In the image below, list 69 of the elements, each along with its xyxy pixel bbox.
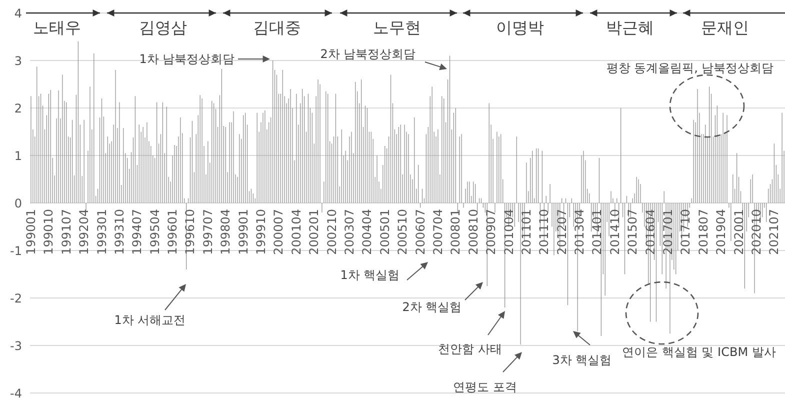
annotation: 2차 남북정상회담 bbox=[320, 47, 416, 61]
x-tick-label: 199804 bbox=[218, 209, 233, 255]
y-tick-label: 4 bbox=[14, 6, 22, 20]
x-tick-label: 201207 bbox=[554, 209, 569, 255]
x-tick-label: 200501 bbox=[378, 209, 392, 255]
y-tick-label: -1 bbox=[10, 244, 22, 258]
x-tick-label: 200704 bbox=[430, 209, 445, 255]
annotation: 3차 핵실험 bbox=[552, 353, 612, 367]
y-tick-label: -4 bbox=[10, 386, 22, 400]
x-tick-label: 201004 bbox=[502, 209, 516, 255]
x-tick-label: 201101 bbox=[519, 209, 534, 255]
annotation: 김영삼 bbox=[139, 18, 187, 37]
annotation: 김대중 bbox=[253, 18, 301, 37]
annotation: 이명박 bbox=[496, 18, 544, 37]
x-tick-label: 199610 bbox=[183, 209, 198, 255]
x-tick-label: 200404 bbox=[360, 209, 374, 255]
x-tick-label: 200307 bbox=[342, 209, 356, 255]
x-tick-label: 200007 bbox=[272, 209, 286, 255]
annotation: 평창 동계올림픽, 남북정상회담 bbox=[606, 61, 774, 75]
y-tick-label: 2 bbox=[14, 101, 22, 116]
x-tick-label: 199504 bbox=[148, 209, 162, 255]
x-tick-label: 201701 bbox=[661, 209, 676, 255]
annotation: 연이은 핵실험 및 ICBM 발사 bbox=[622, 345, 776, 359]
x-tick-label: 202107 bbox=[767, 209, 782, 255]
x-tick-label: 199310 bbox=[112, 209, 126, 255]
annotation: 노무현 bbox=[373, 18, 421, 37]
x-tick-label: 201401 bbox=[590, 209, 604, 255]
annotation: 1차 남북정상회담 bbox=[139, 52, 235, 66]
x-tick-label: 199601 bbox=[166, 209, 180, 255]
y-tick-label: 3 bbox=[14, 54, 22, 68]
x-tick-label: 199204 bbox=[77, 209, 92, 255]
x-tick-label: 202001 bbox=[732, 209, 746, 255]
x-tick-label: 201110 bbox=[537, 209, 552, 255]
annotation: 문재인 bbox=[701, 18, 749, 37]
x-tick-label: 201604 bbox=[643, 209, 658, 255]
x-tick-label: 201507 bbox=[626, 209, 640, 255]
x-tick-label: 200210 bbox=[324, 209, 339, 255]
annotation: 연평도 포격 bbox=[453, 380, 517, 394]
x-tick-label: 201904 bbox=[714, 209, 728, 255]
x-tick-label: 199301 bbox=[94, 209, 109, 255]
x-tick-label: 201807 bbox=[696, 209, 710, 255]
y-tick-label: 1 bbox=[14, 148, 22, 163]
annotation: 1차 서해교전 bbox=[114, 313, 186, 327]
annotation: 박근혜 bbox=[606, 18, 654, 37]
x-tick-label: 201710 bbox=[678, 209, 693, 255]
annotation: 노태우 bbox=[33, 18, 81, 37]
y-tick-label: -2 bbox=[10, 291, 22, 306]
x-tick-label: 202010 bbox=[749, 209, 764, 255]
x-tick-label: 201304 bbox=[572, 209, 587, 255]
x-tick-label: 200201 bbox=[307, 209, 322, 255]
x-tick-label: 200510 bbox=[396, 209, 410, 255]
x-tick-label: 200907 bbox=[484, 209, 498, 255]
x-tick-label: 200810 bbox=[466, 209, 480, 255]
x-tick-label: 199910 bbox=[254, 209, 268, 255]
x-tick-label: 199001 bbox=[24, 209, 38, 255]
x-tick-label: 199107 bbox=[59, 209, 74, 255]
annotation: 천안함 사태 bbox=[438, 342, 502, 356]
x-tick-label: 200801 bbox=[448, 209, 463, 255]
annotation: 1차 핵실험 bbox=[340, 268, 400, 282]
x-tick-label: 199407 bbox=[130, 209, 144, 255]
x-tick-label: 199901 bbox=[236, 209, 250, 255]
y-tick-label: -3 bbox=[10, 338, 22, 353]
x-tick-label: 201410 bbox=[608, 209, 622, 255]
x-tick-label: 199010 bbox=[42, 209, 56, 255]
x-tick-label: 200104 bbox=[289, 209, 304, 255]
x-tick-label: 200607 bbox=[413, 209, 428, 255]
annotation: 2차 핵실험 bbox=[402, 300, 462, 314]
x-tick-label: 199707 bbox=[200, 209, 215, 255]
y-tick-label: 0 bbox=[14, 196, 22, 210]
